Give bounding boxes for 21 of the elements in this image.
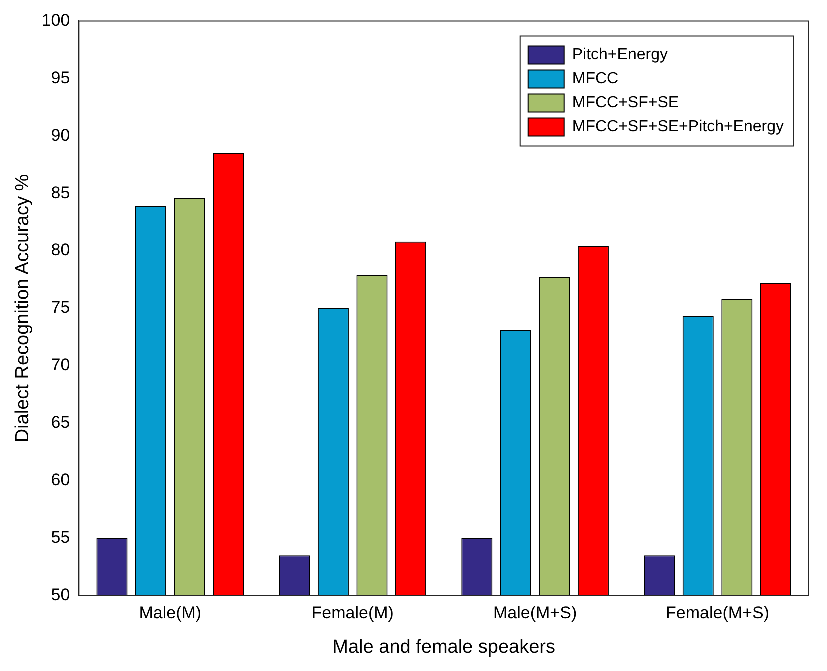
legend-label: MFCC xyxy=(572,70,619,88)
y-tick-label: 85 xyxy=(51,183,70,202)
y-axis-title: Dialect Recognition Accuracy % xyxy=(12,174,34,443)
legend-label: MFCC+SF+SE+Pitch+Energy xyxy=(572,118,784,136)
x-tick-label: Male(M) xyxy=(139,604,202,623)
x-tick-label: Female(M+S) xyxy=(666,604,770,623)
y-tick-label: 75 xyxy=(51,298,70,318)
legend-label: Pitch+Energy xyxy=(572,46,668,64)
x-tick-label: Female(M) xyxy=(312,604,394,623)
y-tick-label: 100 xyxy=(42,10,70,30)
y-tick-label: 70 xyxy=(51,356,70,375)
y-tick-label: 80 xyxy=(51,240,70,260)
y-tick-label: 55 xyxy=(51,528,70,548)
legend-label: MFCC+SF+SE xyxy=(572,94,680,112)
y-tick-label: 95 xyxy=(51,68,70,88)
x-tick-label: Male(M+S) xyxy=(494,604,578,623)
y-tick-label: 90 xyxy=(51,126,70,145)
x-axis-title: Male and female speakers xyxy=(332,636,556,658)
y-tick-label: 60 xyxy=(51,470,70,490)
y-tick-label: 65 xyxy=(51,413,70,432)
y-tick-label: 50 xyxy=(51,585,70,604)
